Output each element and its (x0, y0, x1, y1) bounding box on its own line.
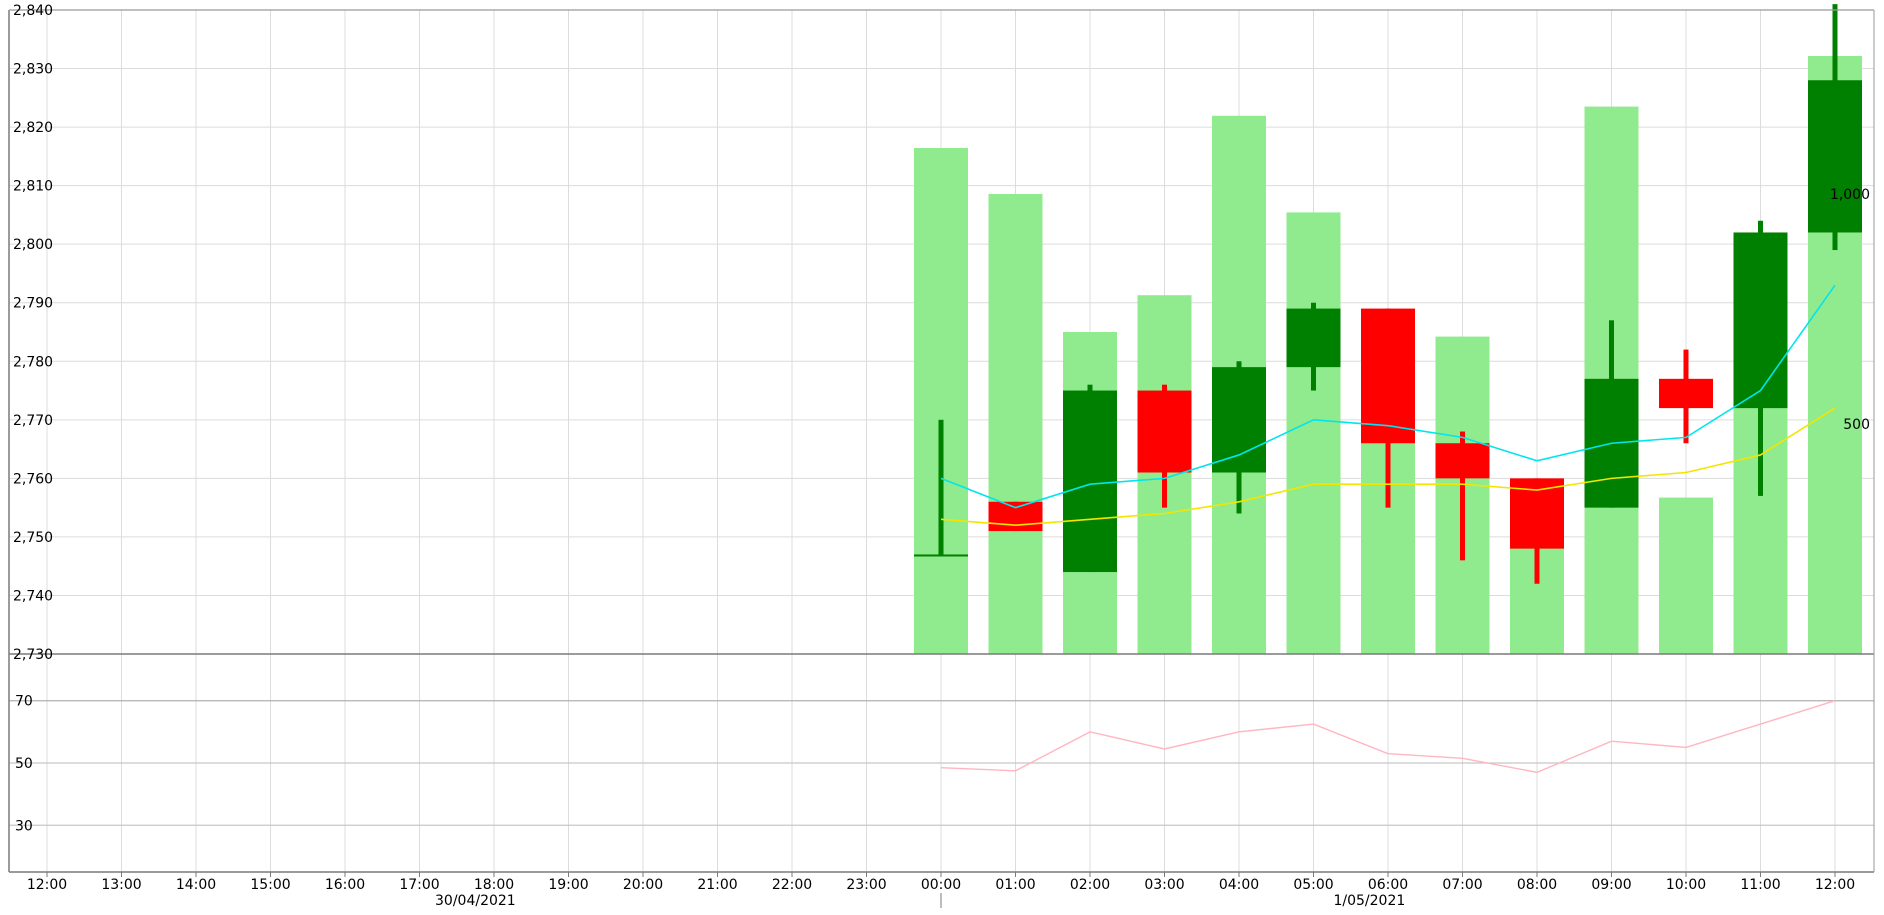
price-tick-label: 2,840 (13, 3, 53, 19)
price-tick-label: 2,770 (13, 413, 53, 429)
x-tick-label: 07:00 (1442, 877, 1482, 893)
price-tick-label: 2,820 (13, 120, 53, 136)
oscillator-line (940, 700, 1836, 774)
price-tick-label: 2,800 (13, 237, 53, 253)
x-tick-label: 03:00 (1144, 877, 1184, 893)
x-tick-label: 20:00 (623, 877, 663, 893)
moving-average-line (940, 407, 1836, 527)
candle-body (1808, 80, 1862, 233)
candle-body (914, 554, 968, 557)
x-tick-label: 08:00 (1517, 877, 1557, 893)
date-label: 30/04/2021 (435, 893, 516, 909)
candle-body (988, 501, 1043, 532)
x-tick-label: 09:00 (1591, 877, 1631, 893)
volume-bar (1659, 497, 1713, 654)
x-tick-label: 15:00 (250, 877, 290, 893)
x-tick-label: 22:00 (772, 877, 812, 893)
candle-body (1286, 308, 1341, 368)
candle-body (1659, 378, 1713, 409)
x-tick-label: 23:00 (846, 877, 886, 893)
x-tick-label: 12:00 (27, 877, 67, 893)
x-tick-label: 17:00 (399, 877, 439, 893)
price-tick-label: 2,740 (13, 588, 53, 604)
x-tick-label: 21:00 (697, 877, 737, 893)
price-tick-label: 2,730 (13, 647, 53, 663)
price-tick-label: 2,810 (13, 179, 53, 195)
price-tick-label: 2,750 (13, 530, 53, 546)
x-tick-label: 06:00 (1368, 877, 1408, 893)
moving-average-line (940, 284, 1836, 509)
x-tick-label: 14:00 (176, 877, 216, 893)
x-tick-label: 12:00 (1815, 877, 1855, 893)
price-tick-label: 2,780 (13, 354, 53, 370)
x-tick-label: 11:00 (1740, 877, 1780, 893)
volume-tick-label: 1,000 (1830, 187, 1870, 203)
x-tick-label: 10:00 (1666, 877, 1706, 893)
x-tick-label: 02:00 (1070, 877, 1110, 893)
price-tick-label: 2,790 (13, 296, 53, 312)
price-tick-label: 2,830 (13, 62, 53, 78)
x-tick-label: 13:00 (101, 877, 141, 893)
candle-wick (938, 419, 944, 555)
volume-bar (914, 148, 968, 654)
candle-body (1733, 232, 1788, 409)
candle-body (1063, 390, 1117, 573)
candle-body (1435, 443, 1490, 479)
x-tick-label: 05:00 (1293, 877, 1333, 893)
x-tick-label: 16:00 (325, 877, 365, 893)
volume-tick-label: 500 (1843, 417, 1870, 433)
oscillator-tick-label: 70 (15, 694, 33, 710)
x-tick-label: 19:00 (548, 877, 588, 893)
price-tick-label: 2,760 (13, 471, 53, 487)
candle-body (1137, 390, 1192, 473)
x-tick-label: 00:00 (921, 877, 961, 893)
candle-wick (1460, 431, 1465, 561)
x-tick-label: 04:00 (1219, 877, 1259, 893)
candle-body (1212, 367, 1266, 473)
candle-body (1361, 308, 1415, 444)
oscillator-tick-label: 30 (15, 818, 33, 834)
x-tick-label: 01:00 (995, 877, 1035, 893)
volume-bar (988, 194, 1043, 654)
date-label: 1/05/2021 (1333, 893, 1405, 909)
volume-bar (1286, 212, 1341, 654)
oscillator-tick-label: 50 (15, 756, 33, 772)
x-tick-label: 18:00 (474, 877, 514, 893)
